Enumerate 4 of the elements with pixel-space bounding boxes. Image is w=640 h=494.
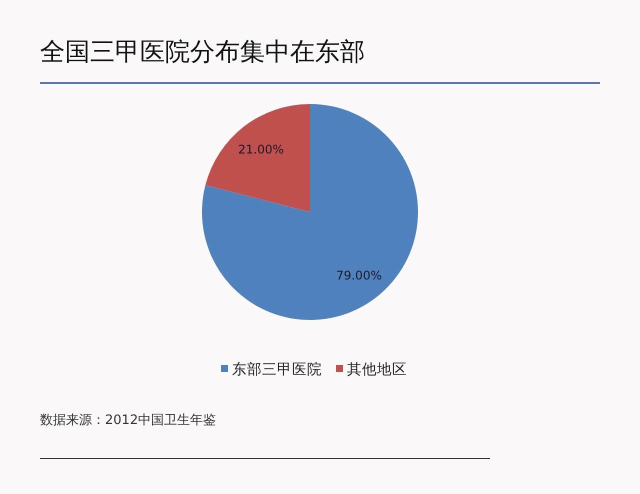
legend-label: 东部三甲医院 bbox=[232, 361, 322, 378]
annotation: 数据来源：2012中国卫生年鉴 bbox=[40, 413, 216, 428]
title: 全国三甲医院分布集中在东部 bbox=[40, 37, 365, 66]
legend-label: 其他地区 bbox=[347, 361, 407, 378]
